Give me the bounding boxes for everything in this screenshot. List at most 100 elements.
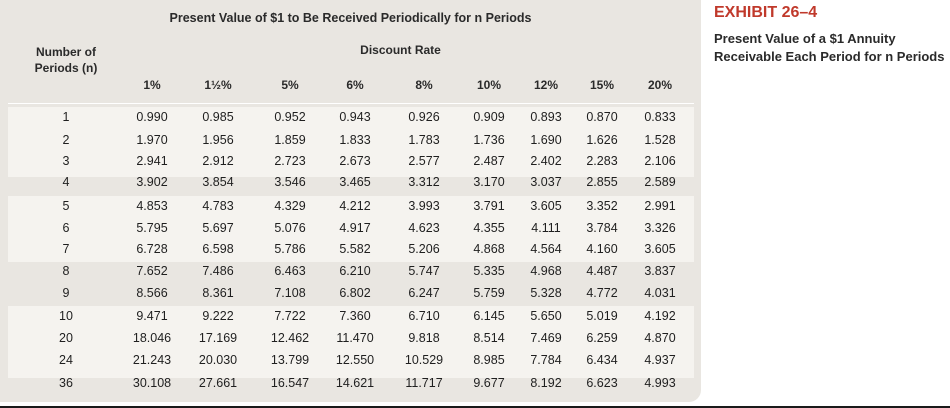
value-cell: 4.772	[586, 286, 618, 300]
value-cell: 14.621	[335, 376, 375, 390]
value-cell: 5.795	[136, 221, 168, 235]
value-cell: 3.854	[202, 175, 234, 189]
value-cell: 5.650	[530, 309, 562, 323]
value-cell: 21.243	[132, 353, 172, 367]
value-cell: 6.802	[339, 286, 371, 300]
value-cell: 2.283	[586, 154, 618, 168]
value-cell: 10.529	[404, 353, 444, 367]
value-cell: 7.469	[530, 331, 562, 345]
value-cell: 3.837	[644, 264, 676, 278]
value-cell: 3.312	[408, 175, 440, 189]
value-cell: 6.728	[136, 242, 168, 256]
value-cell: 8.985	[473, 353, 505, 367]
value-cell: 5.019	[586, 309, 618, 323]
period-cell: 7	[62, 242, 70, 256]
value-cell: 1.956	[202, 133, 234, 147]
value-cell: 8.566	[136, 286, 168, 300]
value-cell: 2.577	[408, 154, 440, 168]
value-cell: 2.991	[644, 199, 676, 213]
value-cell: 13.799	[270, 353, 310, 367]
exhibit-subtitle: Present Value of a $1 Annuity Receivable…	[714, 31, 945, 64]
value-cell: 4.355	[473, 221, 505, 235]
value-cell: 27.661	[198, 376, 238, 390]
rate-header: 8%	[415, 78, 433, 92]
value-cell: 9.818	[408, 331, 440, 345]
value-cell: 9.222	[202, 309, 234, 323]
value-cell: 6.145	[473, 309, 505, 323]
value-cell: 30.108	[132, 376, 172, 390]
period-cell: 2	[62, 133, 70, 147]
value-cell: 4.870	[644, 331, 676, 345]
period-cell: 1	[62, 110, 70, 124]
rate-header: 10%	[476, 78, 502, 92]
value-cell: 0.893	[530, 110, 562, 124]
value-cell: 4.968	[530, 264, 562, 278]
value-cell: 7.784	[530, 353, 562, 367]
value-cell: 11.717	[405, 376, 443, 390]
value-cell: 4.031	[644, 286, 676, 300]
value-cell: 1.626	[586, 133, 618, 147]
value-cell: 9.471	[136, 309, 168, 323]
value-cell: 3.605	[530, 199, 562, 213]
value-cell: 2.723	[274, 154, 306, 168]
value-cell: 5.206	[408, 242, 440, 256]
value-cell: 3.037	[530, 175, 562, 189]
rate-header: 5%	[281, 78, 299, 92]
value-cell: 6.623	[586, 376, 618, 390]
period-cell: 3	[62, 154, 70, 168]
value-cell: 0.926	[408, 110, 440, 124]
value-cell: 6.598	[202, 242, 234, 256]
value-cell: 4.783	[202, 199, 234, 213]
value-cell: 0.909	[473, 110, 505, 124]
value-cell: 4.564	[530, 242, 562, 256]
value-cell: 0.870	[586, 110, 618, 124]
value-cell: 5.697	[202, 221, 234, 235]
value-cell: 0.952	[274, 110, 306, 124]
value-cell: 0.833	[644, 110, 676, 124]
rate-header: 1½%	[204, 78, 232, 92]
rate-header: 15%	[589, 78, 615, 92]
rate-header: 12%	[533, 78, 559, 92]
value-cell: 5.747	[408, 264, 440, 278]
value-cell: 16.547	[270, 376, 310, 390]
value-cell: 0.943	[339, 110, 371, 124]
rate-header: 6%	[346, 78, 364, 92]
value-cell: 1.833	[339, 133, 371, 147]
rate-header: 20%	[647, 78, 673, 92]
value-cell: 7.652	[136, 264, 168, 278]
value-cell: 2.402	[530, 154, 562, 168]
value-cell: 4.487	[586, 264, 618, 278]
value-cell: 3.605	[644, 242, 676, 256]
period-cell: 9	[62, 286, 70, 300]
value-cell: 3.352	[586, 199, 618, 213]
value-cell: 7.360	[339, 309, 371, 323]
value-cell: 1.736	[473, 133, 505, 147]
value-cell: 3.465	[339, 175, 371, 189]
value-cell: 2.589	[644, 175, 676, 189]
value-cell: 4.917	[339, 221, 371, 235]
value-cell: 6.259	[586, 331, 618, 345]
value-cell: 2.941	[136, 154, 168, 168]
exhibit-title: EXHIBIT 26–4	[714, 4, 818, 21]
value-cell: 2.487	[473, 154, 505, 168]
value-cell: 12.550	[335, 353, 375, 367]
table-band-1	[8, 107, 694, 177]
value-cell: 4.111	[531, 221, 561, 235]
period-cell: 20	[59, 331, 73, 345]
value-cell: 3.902	[136, 175, 168, 189]
value-cell: 5.582	[339, 242, 371, 256]
value-cell: 3.993	[408, 199, 440, 213]
value-cell: 6.434	[586, 353, 618, 367]
value-cell: 3.784	[586, 221, 618, 235]
value-cell: 7.722	[274, 309, 306, 323]
value-cell: 0.990	[136, 110, 168, 124]
value-cell: 3.326	[644, 221, 676, 235]
value-cell: 6.463	[274, 264, 306, 278]
value-cell: 1.970	[136, 133, 168, 147]
value-cell: 18.046	[132, 331, 172, 345]
discount-rate-header: Discount Rate	[360, 43, 441, 57]
value-cell: 6.210	[339, 264, 371, 278]
value-cell: 1.859	[274, 133, 306, 147]
period-cell: 5	[62, 199, 70, 213]
header-rule	[8, 103, 694, 104]
